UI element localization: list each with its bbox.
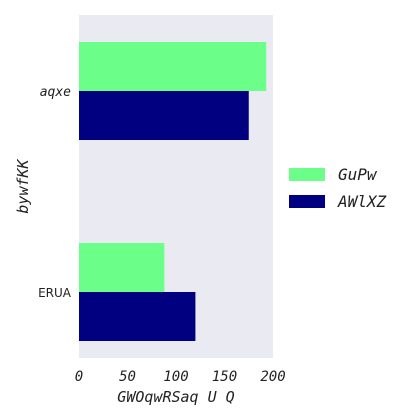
legend: GuPw AWlXZ	[289, 165, 387, 211]
y-axis-label: bywfKK	[14, 158, 32, 213]
x-tick-label: 150	[212, 369, 237, 385]
x-tick-label: 50	[119, 369, 136, 385]
bar-AWlXZ-ERUA	[79, 292, 196, 341]
bar-AWlXZ-aqxe	[79, 91, 249, 140]
x-tick-label: 200	[260, 369, 285, 385]
y-category-label: ERUA	[38, 286, 72, 300]
x-axis-label: GWOqwRSaq U Q	[117, 388, 234, 406]
x-tick-label: 0	[75, 369, 83, 385]
legend-swatch	[289, 168, 325, 181]
legend-swatch	[289, 195, 325, 208]
legend-label: AWlXZ	[337, 192, 387, 211]
bar-GuPw-ERUA	[79, 243, 165, 292]
bar-GuPw-aqxe	[79, 42, 267, 91]
legend-label: GuPw	[338, 165, 378, 184]
y-category-label: aqxe	[40, 85, 71, 100]
x-tick-label: 100	[163, 369, 188, 385]
